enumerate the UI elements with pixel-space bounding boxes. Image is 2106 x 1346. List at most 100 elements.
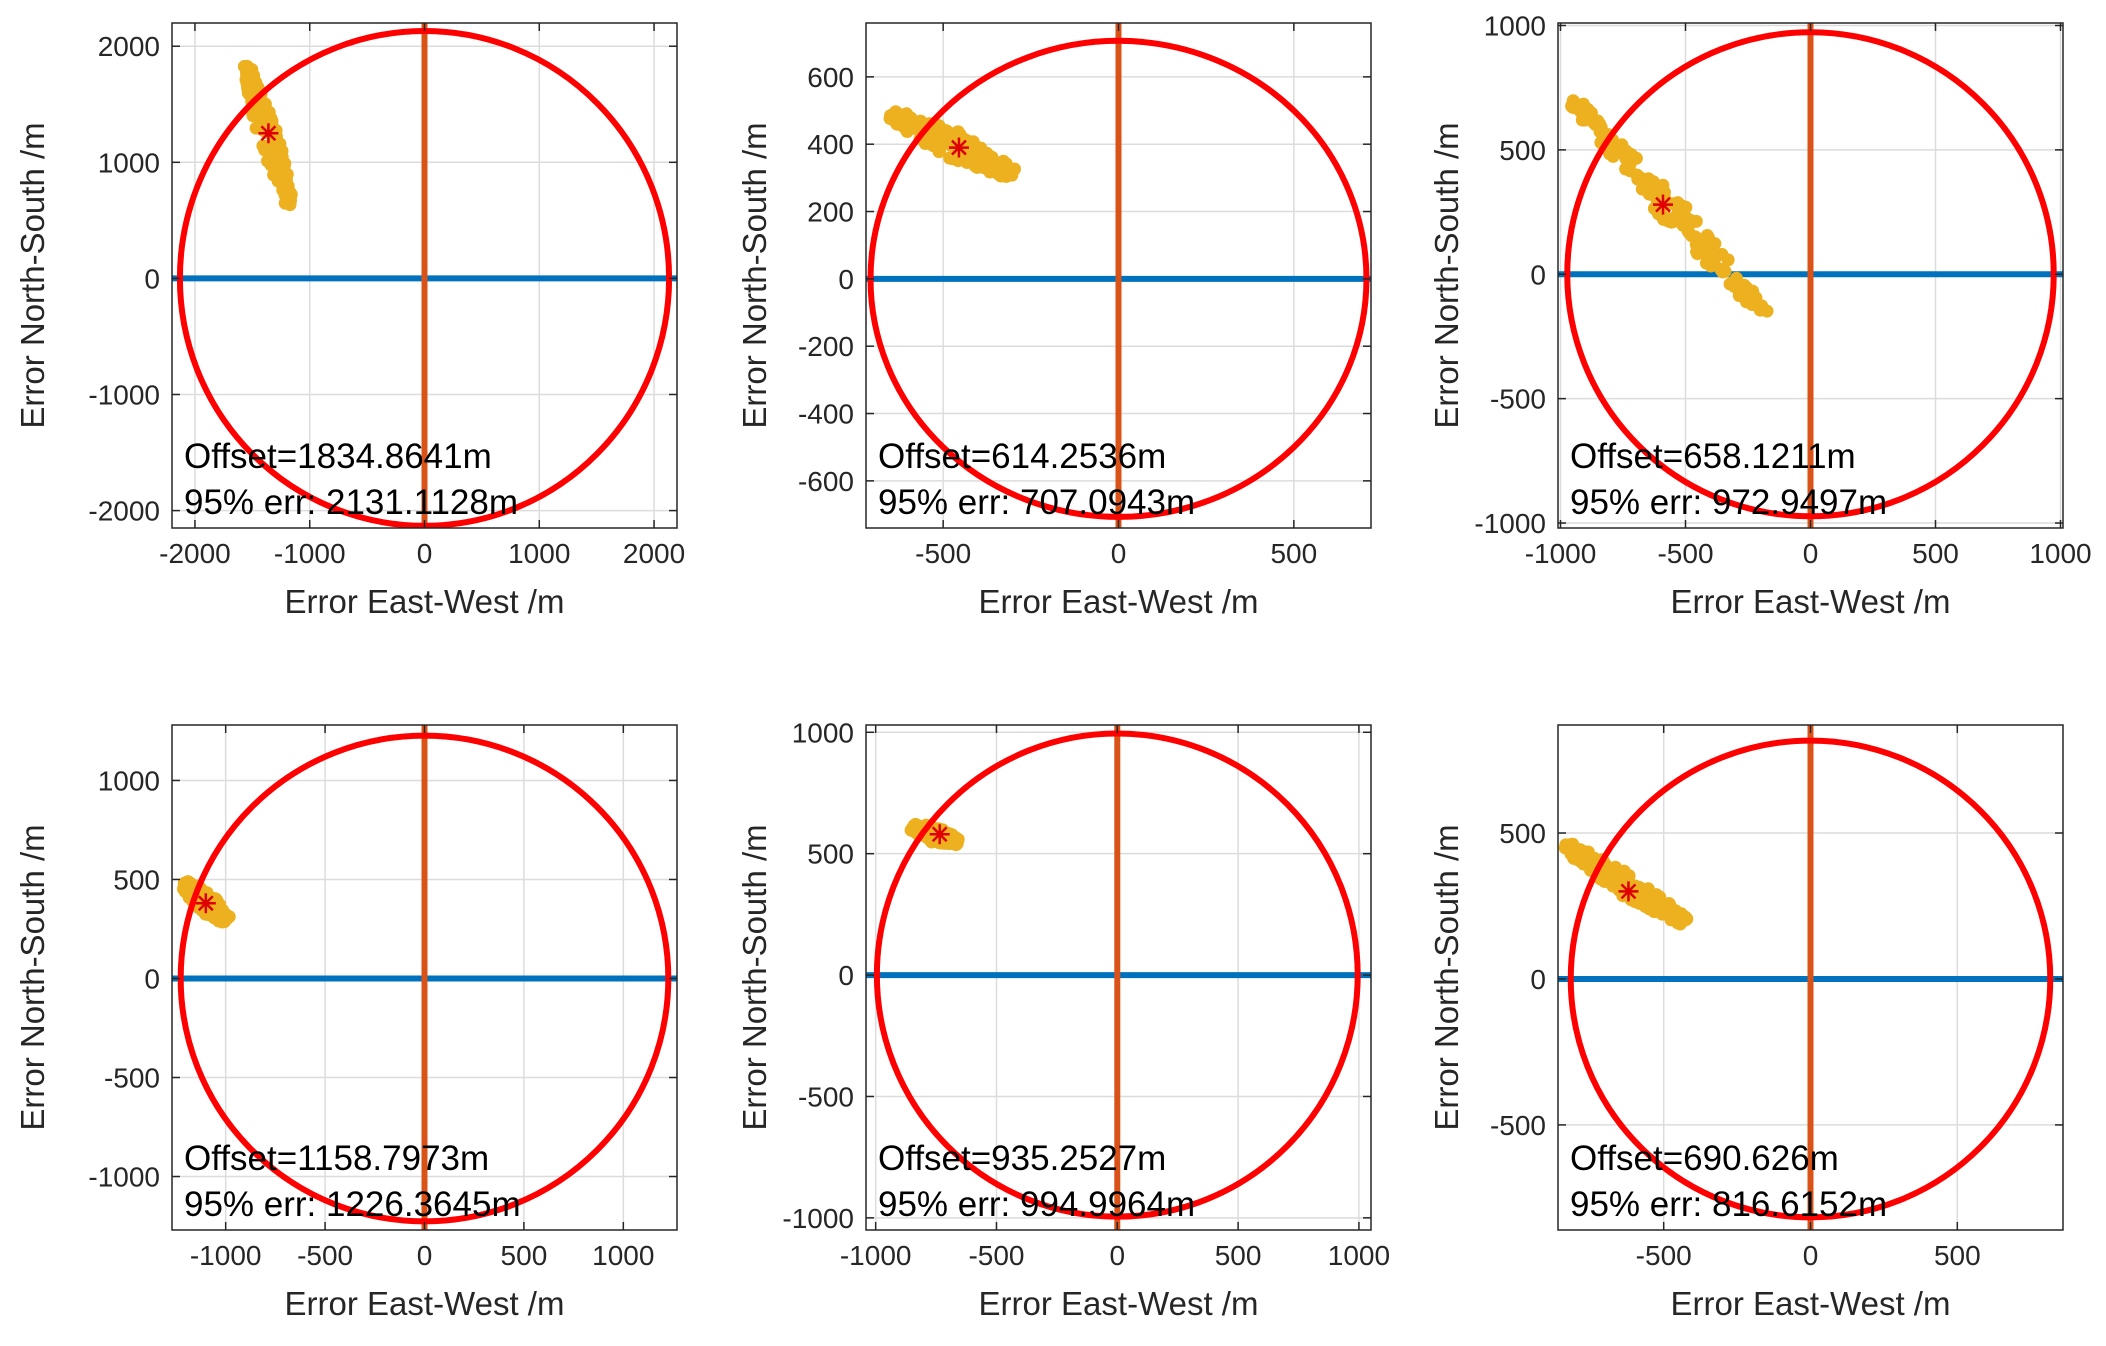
y-tick-label: 1000 <box>1484 10 1546 41</box>
scatter-point <box>1760 304 1774 318</box>
x-tick-label: 0 <box>1110 1240 1126 1271</box>
y-tick-label: 0 <box>1530 259 1546 290</box>
y-tick-label: 400 <box>807 129 854 160</box>
mean-marker-stroke <box>1620 883 1637 900</box>
scatter-point <box>1589 118 1603 132</box>
x-tick-label: 1000 <box>1328 1240 1390 1271</box>
scatter-point <box>1718 264 1732 278</box>
scatter-point <box>278 168 292 182</box>
scatter-point <box>1008 162 1021 176</box>
x-tick-label: 0 <box>417 538 433 569</box>
error-95-annotation: 95% err: 2131.1128m <box>184 483 518 522</box>
x-tick-label: 1000 <box>508 538 570 569</box>
y-tick-label: -500 <box>798 1081 854 1112</box>
x-axis-label: Error East-West /m <box>285 1285 565 1322</box>
subplot-1: -2000 -1000 0 1000 2000 -2000 -1000 0 1000 2000 Er… <box>14 22 685 620</box>
offset-annotation: Offset=1834.8641m <box>184 437 492 476</box>
scatter-point <box>1622 869 1636 883</box>
x-tick-label: -2000 <box>159 538 231 569</box>
offset-annotation: Offset=658.1211m <box>1570 437 1856 476</box>
plot-content <box>172 725 677 1230</box>
plot-content <box>866 23 1371 528</box>
x-tick-label: -1000 <box>840 1240 912 1271</box>
x-tick-label: 500 <box>501 1240 548 1271</box>
scatter-point <box>1707 257 1721 270</box>
mean-marker <box>948 137 969 158</box>
y-tick-label: 200 <box>807 197 854 228</box>
x-tick-label: 500 <box>1270 538 1317 569</box>
x-tick-label: 500 <box>1912 538 1959 569</box>
y-tick-label: 0 <box>838 264 854 295</box>
offset-annotation: Offset=1158.7973m <box>184 1139 489 1178</box>
x-tick-label: 0 <box>417 1240 433 1271</box>
scatter-point <box>1619 152 1633 166</box>
y-axis-label: Error North-South /m <box>1428 824 1465 1130</box>
scatter-point <box>940 124 953 138</box>
x-tick-label: -500 <box>297 1240 353 1271</box>
scatter-point <box>920 135 934 148</box>
scatter-point <box>275 150 289 164</box>
scatter-point <box>1642 187 1656 201</box>
x-tick-label: 1000 <box>592 1240 654 1271</box>
error-95-annotation: 95% err: 1226.3645m <box>184 1185 521 1224</box>
subplot-5: -1000 -500 0 500 1000 -1000 -500 0 500 1000 Error … <box>736 717 1390 1322</box>
scatter-point <box>906 115 920 129</box>
scatter-point <box>951 125 965 139</box>
scatter-point <box>1691 247 1704 261</box>
x-tick-label: 1000 <box>2029 538 2091 569</box>
scatter-point <box>1608 860 1622 874</box>
scatter-point <box>183 876 197 890</box>
scatter-point <box>212 914 226 928</box>
plot-content <box>866 725 1371 1230</box>
scatter-point <box>278 196 292 210</box>
x-tick-label: -1000 <box>274 538 346 569</box>
y-tick-label: 1000 <box>98 765 160 796</box>
scatter-point <box>1575 113 1589 127</box>
y-tick-label: 0 <box>144 263 160 294</box>
plot-content <box>1558 725 2063 1230</box>
scatter-point <box>999 169 1013 183</box>
scatter-point <box>949 838 963 852</box>
x-axis-label: Error East-West /m <box>1671 1285 1951 1322</box>
scatter-point <box>266 140 280 154</box>
y-axis-label: Error North-South /m <box>1428 122 1465 428</box>
scatter-point <box>1613 879 1627 893</box>
scatter-point <box>1671 196 1685 210</box>
y-axis-label: Error North-South /m <box>736 122 773 428</box>
scatter-point <box>1740 283 1754 297</box>
mean-marker-stroke <box>260 125 277 142</box>
offset-annotation: Offset=614.2536m <box>878 437 1166 476</box>
x-tick-label: 0 <box>1111 538 1127 569</box>
plot-content <box>1558 23 2063 528</box>
offset-annotation: Offset=690.626m <box>1570 1139 1839 1178</box>
error-95-annotation: 95% err: 816.6152m <box>1570 1185 1887 1224</box>
scatter-point <box>1682 226 1696 240</box>
scatter-point <box>1646 900 1660 914</box>
scatter-point <box>985 150 999 164</box>
mean-marker <box>1618 881 1639 902</box>
scatter-point <box>1743 294 1756 307</box>
y-tick-label: -600 <box>798 466 854 497</box>
x-tick-label: -500 <box>968 1240 1024 1271</box>
scatter-point <box>1615 138 1629 152</box>
y-tick-label: -200 <box>798 331 854 362</box>
scatter-point <box>1730 271 1743 285</box>
y-tick-label: -1000 <box>88 1162 160 1193</box>
plot-content <box>172 23 677 528</box>
mean-marker-stroke <box>951 139 967 156</box>
y-tick-label: 1000 <box>98 147 160 178</box>
x-tick-label: -1000 <box>1525 538 1597 569</box>
x-axis-label: Error East-West /m <box>285 583 565 620</box>
y-tick-label: -2000 <box>88 496 160 527</box>
scatter-point <box>941 136 955 150</box>
y-tick-label: 500 <box>807 839 854 870</box>
mean-marker <box>1653 194 1673 215</box>
scatter-point <box>1660 904 1674 918</box>
error-95-annotation: 95% err: 707.0943m <box>878 483 1195 522</box>
y-tick-label: 0 <box>1530 964 1546 995</box>
y-tick-label: 500 <box>113 864 160 895</box>
scatter-point <box>1651 889 1664 903</box>
error-95-circle <box>1564 29 2057 520</box>
x-tick-label: -500 <box>1636 1240 1692 1271</box>
